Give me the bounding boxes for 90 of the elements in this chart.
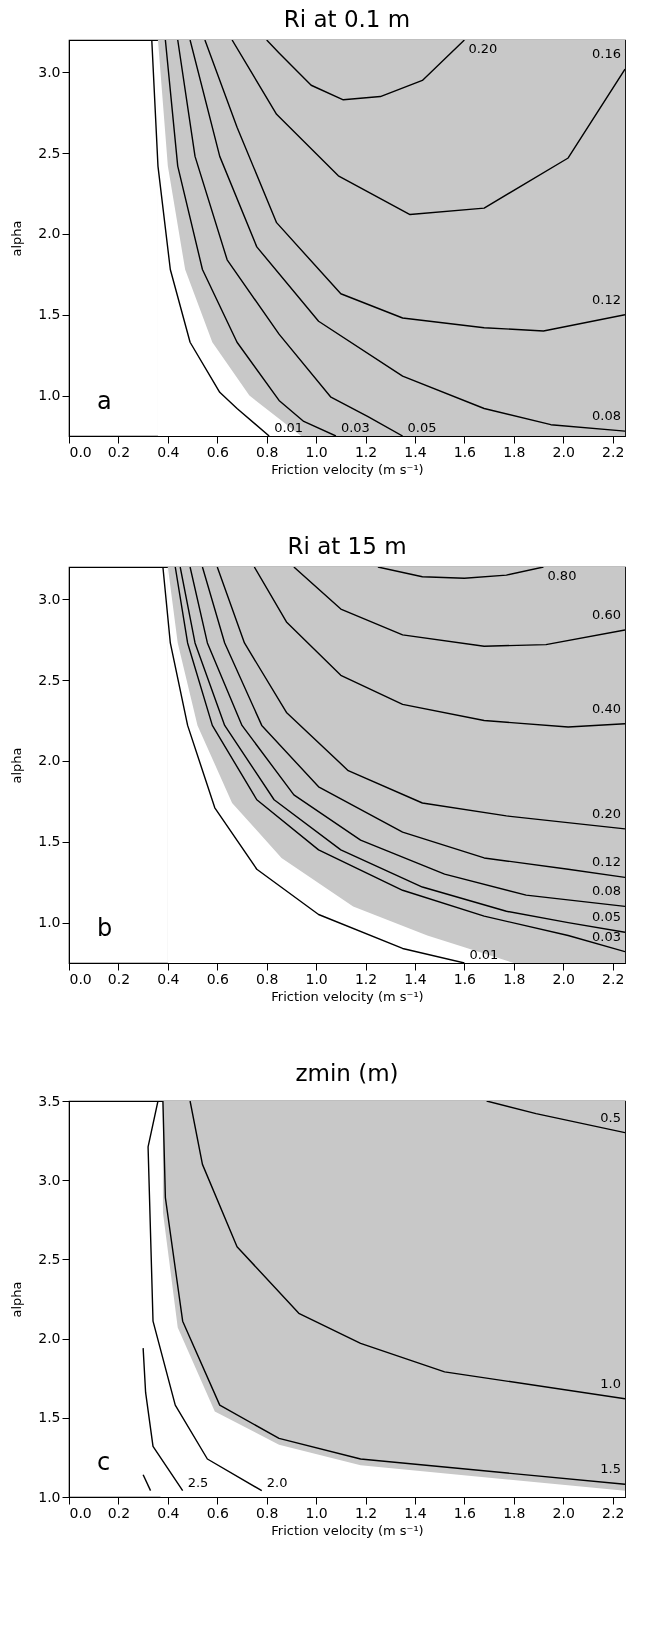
x-tick-label: 1.4 xyxy=(404,1504,427,1521)
series-label: 0.80 xyxy=(547,568,577,583)
x-tick-label: 0.4 xyxy=(157,443,180,460)
series-label: 0.12 xyxy=(592,854,621,870)
y-tick-label: 1.0 xyxy=(38,914,61,931)
x-tick-label: 0.2 xyxy=(107,970,131,987)
series-label: 0.20 xyxy=(592,805,621,821)
x-tick-label: 1.6 xyxy=(453,1504,477,1521)
x-tick-label: 1.4 xyxy=(404,443,427,460)
x-tick-label: 0.0 xyxy=(69,970,92,987)
annotation: c xyxy=(97,1448,111,1476)
y-tick-label: 2.0 xyxy=(38,225,61,242)
series-label: 0.08 xyxy=(592,883,621,899)
y-tick-label: 1.0 xyxy=(38,1488,61,1505)
y-tick-label: 2.0 xyxy=(38,1330,61,1347)
x-tick-label: 0.4 xyxy=(157,1504,180,1521)
x-tick-label: 0.0 xyxy=(69,443,92,460)
series-label: 0.03 xyxy=(592,928,621,944)
line-series xyxy=(265,40,466,101)
x-tick-label: 1.8 xyxy=(503,1504,526,1521)
y-tick-label: 3.0 xyxy=(38,1171,61,1188)
x-tick-label: 2.0 xyxy=(552,970,575,987)
x-tick-label: 0.8 xyxy=(256,443,279,460)
x-tick-label: 1.0 xyxy=(305,970,328,987)
chart-title: Ri at 0.1 m xyxy=(283,6,411,32)
x-tick-label: 2.0 xyxy=(552,1504,575,1521)
chart-title: Ri at 15 m xyxy=(287,533,407,559)
x-axis-title: Friction velocity (m s⁻¹) xyxy=(271,988,424,1004)
series-label: 1.0 xyxy=(600,1375,621,1391)
y-tick-label: 3.5 xyxy=(38,1092,61,1109)
y-tick-label: 1.5 xyxy=(38,833,61,850)
x-tick-label: 0.6 xyxy=(206,1504,229,1521)
line-series xyxy=(164,40,337,436)
series-label: 0.60 xyxy=(592,607,621,623)
x-tick-label: 1.0 xyxy=(305,443,328,460)
x-tick-label: 1.2 xyxy=(354,1504,378,1521)
series-label: 0.40 xyxy=(592,700,621,716)
y-axis-title: alpha xyxy=(9,747,25,784)
x-tick-label: 1.8 xyxy=(503,970,526,987)
x-tick-label: 1.0 xyxy=(305,1504,328,1521)
x-tick-label: 1.6 xyxy=(453,443,477,460)
y-tick-label: 3.0 xyxy=(38,590,61,607)
series-label: 0.16 xyxy=(592,46,621,62)
y-axis-title: alpha xyxy=(9,1281,25,1318)
x-tick-label: 0.6 xyxy=(206,970,229,987)
y-tick-label: 2.5 xyxy=(38,144,61,161)
series-label: 2.0 xyxy=(266,1474,288,1490)
x-tick-label: 0.4 xyxy=(157,970,180,987)
series-label: 0.03 xyxy=(340,420,370,435)
x-tick-label: 1.6 xyxy=(453,970,477,987)
series-label: 0.05 xyxy=(592,909,621,925)
x-tick-label: 0.6 xyxy=(206,443,229,460)
series-label: 0.05 xyxy=(407,420,437,435)
line-series xyxy=(177,40,404,436)
x-tick-label: 0.0 xyxy=(69,1504,92,1521)
x-tick-label: 1.8 xyxy=(503,443,526,460)
y-tick-label: 2.5 xyxy=(38,671,61,688)
x-tick-label: 1.4 xyxy=(404,970,427,987)
series-label: 0.5 xyxy=(600,1109,621,1125)
y-tick-label: 2.5 xyxy=(38,1250,61,1267)
x-tick-label: 0.8 xyxy=(256,1504,279,1521)
annotation: b xyxy=(97,914,113,942)
x-tick-label: 1.2 xyxy=(354,443,378,460)
chart-title: zmin (m) xyxy=(295,1060,399,1086)
x-tick-label: 0.2 xyxy=(107,1504,131,1521)
series-label: 0.12 xyxy=(592,291,621,307)
x-tick-label: 1.2 xyxy=(354,970,378,987)
x-axis-title: Friction velocity (m s⁻¹) xyxy=(271,461,424,477)
series-label: 2.5 xyxy=(187,1474,209,1490)
annotation: a xyxy=(97,387,112,415)
x-tick-label: 2.2 xyxy=(602,1504,625,1521)
y-tick-label: 1.5 xyxy=(38,1409,61,1426)
y-tick-label: 3.0 xyxy=(38,63,61,80)
y-tick-label: 1.0 xyxy=(38,387,61,404)
series-label: 1.5 xyxy=(600,1461,621,1477)
x-tick-label: 2.0 xyxy=(552,443,575,460)
line-series xyxy=(142,1347,184,1492)
series-label: 0.20 xyxy=(468,41,498,56)
x-tick-label: 2.2 xyxy=(602,970,625,987)
y-tick-label: 1.5 xyxy=(38,306,61,323)
series-label: 0.08 xyxy=(592,408,621,424)
x-tick-label: 0.2 xyxy=(107,443,131,460)
x-tick-label: 0.8 xyxy=(256,970,279,987)
y-tick-label: 2.0 xyxy=(38,752,61,769)
series-label: 0.01 xyxy=(469,947,499,962)
line-series xyxy=(377,567,545,580)
y-axis-title: alpha xyxy=(9,220,25,257)
series-label: 0.01 xyxy=(274,420,304,435)
x-axis-title: Friction velocity (m s⁻¹) xyxy=(271,1522,424,1538)
x-tick-label: 2.2 xyxy=(602,443,625,460)
